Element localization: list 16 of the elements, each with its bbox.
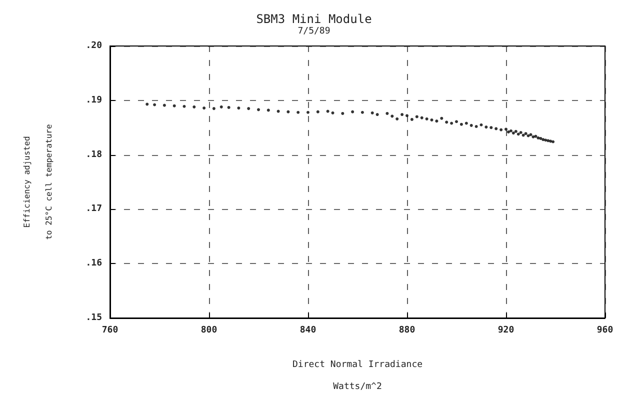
y-tick-label: .19 bbox=[86, 95, 102, 106]
y-tick-label: .18 bbox=[86, 150, 102, 160]
x-tick-label: 800 bbox=[200, 326, 218, 336]
text: Efficiency adjusted to 25°C cell temperature bbox=[22, 124, 54, 240]
chart-title: SBM3 Mini Module bbox=[256, 12, 372, 26]
x-tick-label: 760 bbox=[102, 326, 118, 336]
y-tick-label: .20 bbox=[86, 41, 102, 51]
y-tick-label: .16 bbox=[86, 258, 102, 269]
x-tick-label: 960 bbox=[596, 326, 614, 336]
x-tick-label: 880 bbox=[398, 326, 416, 336]
text: Direct Normal Irradiance Watts/m^2 bbox=[292, 360, 423, 392]
chart-subtitle: 7/5/89 bbox=[298, 26, 330, 36]
x-tick-label: 920 bbox=[498, 326, 514, 336]
y-tick-label: .17 bbox=[86, 204, 102, 214]
y-tick-label: .15 bbox=[86, 313, 102, 323]
x-tick-label: 840 bbox=[300, 326, 316, 336]
